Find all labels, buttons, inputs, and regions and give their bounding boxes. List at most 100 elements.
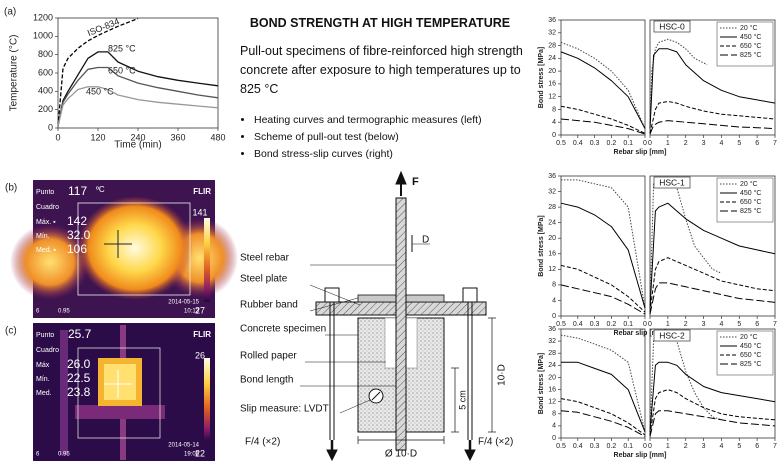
y-tick-label: 36 xyxy=(548,173,556,180)
thermal-mean-value: 106 xyxy=(67,242,87,256)
thermal-min-label: Mín. xyxy=(36,233,50,240)
y-tick-label: 1000 xyxy=(33,31,53,41)
thermal-mean-label: Med. ▪ xyxy=(36,247,57,254)
thermal-point-label: Punto xyxy=(36,332,54,339)
series-line xyxy=(650,258,775,312)
y-tick-label: 16 xyxy=(548,386,556,393)
thermal-max-value: 142 xyxy=(67,214,87,228)
thermal-mean-label: Med. xyxy=(36,390,52,397)
x-tick-label: 1 xyxy=(666,321,670,328)
y-axis-label: Bond stress [MPa] xyxy=(538,353,545,414)
series-line xyxy=(561,42,645,128)
x-tick-label: 1 xyxy=(666,443,670,450)
plot-frame xyxy=(561,20,645,135)
series-line xyxy=(561,180,645,308)
height-label: 10·D xyxy=(497,364,508,386)
series-line xyxy=(561,335,645,432)
x-tick-label: 7 xyxy=(773,443,777,450)
x-tick-label: 0 xyxy=(55,132,60,142)
diagram-label: Steel plate xyxy=(240,274,288,285)
x-tick-label: 3 xyxy=(702,321,706,328)
reaction-label: F/4 (×2) xyxy=(245,437,280,448)
description: Pull-out specimens of fibre-reinforced h… xyxy=(240,42,525,99)
y-tick-label: 20 xyxy=(548,374,556,381)
x-tick-label: 1 xyxy=(666,140,670,147)
diagram-label: Bond length xyxy=(240,375,293,386)
x-tick-label: 0 xyxy=(643,321,647,328)
y-tick-label: 16 xyxy=(548,251,556,258)
y-tick-label: 28 xyxy=(548,350,556,357)
series-line xyxy=(561,265,645,312)
thermal-scale-max: 26 xyxy=(195,350,205,360)
y-tick-label: 16 xyxy=(548,81,556,88)
x-tick-label: 6 xyxy=(755,321,759,328)
y-tick-label: 200 xyxy=(38,104,53,114)
y-tick-label: 4 xyxy=(552,297,556,304)
x-tick-label: 0.1 xyxy=(623,140,633,147)
series-line xyxy=(561,411,645,437)
y-axis-label: Bond stress [MPa] xyxy=(538,47,545,108)
x-tick-label: 0.4 xyxy=(573,443,583,450)
y-tick-label: 28 xyxy=(548,204,556,211)
y-tick-label: 32 xyxy=(548,30,556,37)
series-line xyxy=(650,411,775,437)
thermal-image-c xyxy=(33,323,215,461)
x-tick-label: 7 xyxy=(773,140,777,147)
page: 0200400600800100012000120240360480Time (… xyxy=(0,0,779,463)
y-tick-label: 12 xyxy=(548,266,556,273)
thermal-time: 19:06 xyxy=(184,452,200,458)
legend-label: 650 °C xyxy=(740,42,761,50)
y-tick-label: 0 xyxy=(48,122,53,132)
thermal-point-value: 117 xyxy=(68,184,87,198)
x-tick-label: 3 xyxy=(702,140,706,147)
chart-title: HSC-0 xyxy=(659,21,685,31)
x-tick-label: 0.3 xyxy=(590,140,600,147)
panel-label: (c) xyxy=(5,326,17,337)
legend-label: 825 °C xyxy=(740,207,761,215)
series-line xyxy=(650,283,775,314)
thermal-date: 2014-05-14 xyxy=(168,443,199,449)
thermal-min-value: 22.5 xyxy=(67,371,91,385)
bullet-list: Heating curves and termographic measures… xyxy=(240,112,544,163)
x-tick-label: 5 xyxy=(737,443,741,450)
y-tick-label: 4 xyxy=(552,423,556,430)
y-tick-label: 12 xyxy=(548,399,556,406)
thermal-box-label: Cuadro xyxy=(36,204,59,211)
x-tick-label: 2 xyxy=(684,321,688,328)
bullet: Heating curves and termographic measures… xyxy=(254,112,544,129)
x-axis-label: Rebar slip [mm] xyxy=(614,149,667,156)
diagram-label: Steel rebar xyxy=(240,253,290,264)
thermal-point-value: 25.7 xyxy=(68,327,92,341)
y-tick-label: 0 xyxy=(552,435,556,442)
x-tick-label: 0.1 xyxy=(623,443,633,450)
x-tick-label: 4 xyxy=(719,443,723,450)
y-tick-label: 32 xyxy=(548,188,556,195)
x-tick-label: 0.3 xyxy=(590,321,600,328)
x-tick-label: 0.2 xyxy=(607,321,617,328)
x-tick-label: 6 xyxy=(755,443,759,450)
series-annotation: 825 °C xyxy=(108,43,136,53)
diagram-label: Concrete specimen xyxy=(240,324,326,335)
series-line xyxy=(650,102,775,134)
series-line xyxy=(561,362,645,432)
x-tick-label: 0.3 xyxy=(590,443,600,450)
diagram-label: Rubber band xyxy=(240,300,298,311)
y-tick-label: 4 xyxy=(552,119,556,126)
y-tick-label: 36 xyxy=(548,326,556,333)
x-tick-label: 6 xyxy=(755,140,759,147)
x-tick-label: 0.2 xyxy=(607,140,617,147)
x-tick-label: 2 xyxy=(684,140,688,147)
y-tick-label: 1200 xyxy=(33,12,53,22)
legend-label: 20 °C xyxy=(740,333,758,341)
thermal-date: 2014-05-15 xyxy=(168,300,199,306)
x-tick-label: 4 xyxy=(719,321,723,328)
legend-label: 825 °C xyxy=(740,51,761,59)
y-tick-label: 24 xyxy=(548,55,556,62)
series-line xyxy=(650,390,775,435)
series-line xyxy=(561,399,645,435)
x-tick-label: 360 xyxy=(170,132,185,142)
series-line xyxy=(650,39,707,128)
y-tick-label: 20 xyxy=(548,68,556,75)
pull-out-scheme xyxy=(300,172,496,460)
series-line xyxy=(650,335,721,432)
